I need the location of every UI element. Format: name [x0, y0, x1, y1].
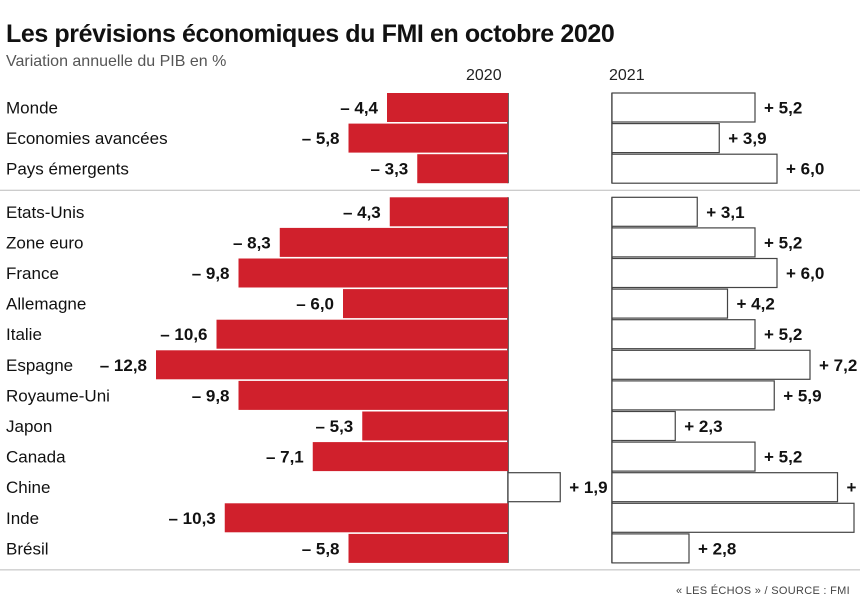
chart-title: Les prévisions économiques du FMI en oct…: [6, 20, 615, 48]
value-label-2020: – 4,4: [340, 99, 378, 118]
bar-2021: [611, 441, 756, 472]
category-label: Zone euro: [6, 233, 84, 252]
bar-2021: [611, 410, 676, 442]
value-label-2021: + 5,2: [764, 99, 802, 118]
category-label: Allemagne: [6, 295, 86, 314]
bar-2021: [611, 288, 729, 319]
chart-subtitle: Variation annuelle du PIB en %: [6, 53, 227, 70]
bar-2021: [611, 196, 698, 227]
value-label-2021: + 2,8: [698, 539, 736, 558]
bar-2020: [362, 411, 508, 441]
category-label: Royaume-Uni: [6, 386, 110, 405]
category-label: Canada: [6, 448, 66, 467]
bar-2020: [387, 93, 508, 122]
value-label-2021: + 4,2: [737, 295, 775, 314]
bar-2021: [611, 122, 720, 154]
category-label: Japon: [6, 417, 52, 436]
bar-2020: [348, 533, 508, 563]
value-label-2020: – 5,3: [315, 417, 353, 436]
category-label: Brésil: [6, 539, 49, 558]
bar-2021: [611, 257, 778, 289]
bar-2021: [611, 533, 690, 564]
value-label-2020: – 10,3: [168, 509, 215, 528]
year-label-2021: 2021: [609, 67, 645, 84]
bar-2020: [312, 442, 508, 472]
bar-2020: [343, 289, 508, 319]
value-label-2021: + 6,0: [786, 264, 824, 283]
bar-2020: [238, 380, 508, 410]
bar-2021: [611, 153, 778, 184]
category-label: Economies avancées: [6, 129, 168, 148]
value-label-2020: – 12,8: [100, 356, 147, 375]
value-label-2020: – 5,8: [302, 539, 340, 558]
value-label-2021: + 5,2: [764, 233, 802, 252]
bar-2020: [238, 258, 508, 288]
value-label-2021: + 6,0: [786, 160, 824, 179]
value-label-2021: + 5,2: [764, 325, 802, 344]
bar-2021: [611, 502, 855, 533]
bar-2021: [611, 380, 775, 411]
value-label-2021: + 8,2: [847, 478, 860, 497]
year-label-2020: 2020: [466, 67, 502, 84]
value-label-2021: + 5,2: [764, 448, 802, 467]
value-label-2020: – 4,3: [343, 203, 381, 222]
value-label-2020: – 8,3: [233, 233, 271, 252]
value-label-2021: + 5,9: [783, 386, 821, 405]
value-label-2020: – 9,8: [192, 264, 230, 283]
value-label-2020: + 1,9: [569, 478, 607, 497]
category-label: Pays émergents: [6, 160, 129, 179]
value-label-2021: + 3,1: [706, 203, 744, 222]
value-label-2021: + 2,3: [684, 417, 722, 436]
category-label: France: [6, 264, 59, 283]
bar-2020: [348, 123, 508, 153]
category-label: Italie: [6, 325, 42, 344]
source-note: « LES ÉCHOS » / SOURCE : FMI: [675, 585, 850, 597]
bar-2021: [611, 92, 756, 123]
value-label-2020: – 3,3: [370, 160, 408, 179]
bar-2021: [611, 227, 756, 258]
bar-2020: [417, 154, 508, 184]
category-label: Monde: [6, 99, 58, 118]
bar-2021: [611, 319, 756, 350]
value-label-2020: – 9,8: [192, 386, 230, 405]
bar-2020: [389, 197, 508, 227]
value-label-2021: + 7,2: [819, 356, 857, 375]
category-label: Chine: [6, 478, 50, 497]
value-label-2020: – 6,0: [296, 295, 334, 314]
bar-2020: [216, 319, 508, 349]
value-label-2021: + 3,9: [728, 129, 766, 148]
bar-2020: [279, 227, 508, 257]
category-label: Etats-Unis: [6, 203, 84, 222]
value-label-2020: – 5,8: [302, 129, 340, 148]
bar-2020: [507, 472, 561, 503]
value-label-2020: – 10,6: [160, 325, 207, 344]
bar-2021: [611, 472, 839, 503]
value-label-2020: – 7,1: [266, 448, 304, 467]
bar-2021: [611, 349, 811, 380]
bar-2020: [224, 503, 508, 533]
bar-2020: [156, 350, 508, 380]
category-label: Espagne: [6, 356, 73, 375]
category-label: Inde: [6, 509, 39, 528]
